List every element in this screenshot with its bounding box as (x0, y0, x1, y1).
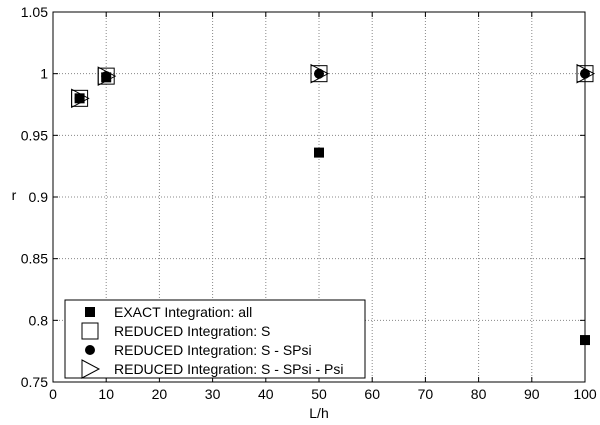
legend-label: REDUCED Integration: S (114, 323, 270, 339)
y-tick-label: 1 (40, 66, 48, 82)
x-tick-label: 100 (573, 386, 597, 402)
data-point (314, 68, 324, 79)
x-tick-label: 20 (152, 386, 168, 402)
data-point (71, 89, 89, 107)
x-tick-label: 0 (49, 386, 57, 402)
y-tick-label: 0.75 (21, 374, 48, 390)
data-point (580, 335, 590, 346)
legend-label: REDUCED Integration: S - SPsi (114, 342, 312, 358)
y-tick-label: 0.95 (21, 127, 48, 143)
data-point (576, 65, 594, 83)
x-tick-label: 30 (205, 386, 221, 402)
x-tick-label: 70 (418, 386, 434, 402)
data-point (310, 65, 328, 83)
y-axis-label: r (12, 187, 17, 203)
x-axis-label: L/h (309, 405, 328, 421)
data-point (580, 68, 590, 79)
legend: EXACT Integration: all REDUCED Integratio… (64, 299, 366, 379)
y-tick-label: 0.8 (29, 312, 49, 328)
x-tick-label: 10 (98, 386, 114, 402)
x-tick-label: 80 (471, 386, 487, 402)
y-tick-label: 0.85 (21, 251, 48, 267)
legend-label: REDUCED Integration: S - SPsi - Psi (114, 361, 344, 377)
x-tick-label: 50 (311, 386, 327, 402)
legend-marker (85, 307, 95, 317)
x-tick-label: 40 (258, 386, 274, 402)
data-marks (71, 63, 596, 346)
x-tick-label: 90 (524, 386, 540, 402)
data-point (97, 67, 115, 85)
legend-label: EXACT Integration: all (114, 304, 252, 320)
data-point (74, 93, 85, 104)
y-tick-label: 1.05 (21, 4, 48, 20)
ticks: 0 10 20 30 40 50 60 70 80 90 100 0.75 0.8 0.85 0.9 0.95… (21, 4, 597, 402)
legend-marker (81, 322, 99, 340)
data-point (101, 72, 112, 83)
y-tick-label: 0.9 (29, 189, 49, 205)
legend-marker (85, 345, 95, 355)
legend-box (64, 299, 366, 379)
data-point (314, 147, 324, 158)
x-tick-label: 60 (364, 386, 380, 402)
legend-marker (81, 359, 101, 379)
